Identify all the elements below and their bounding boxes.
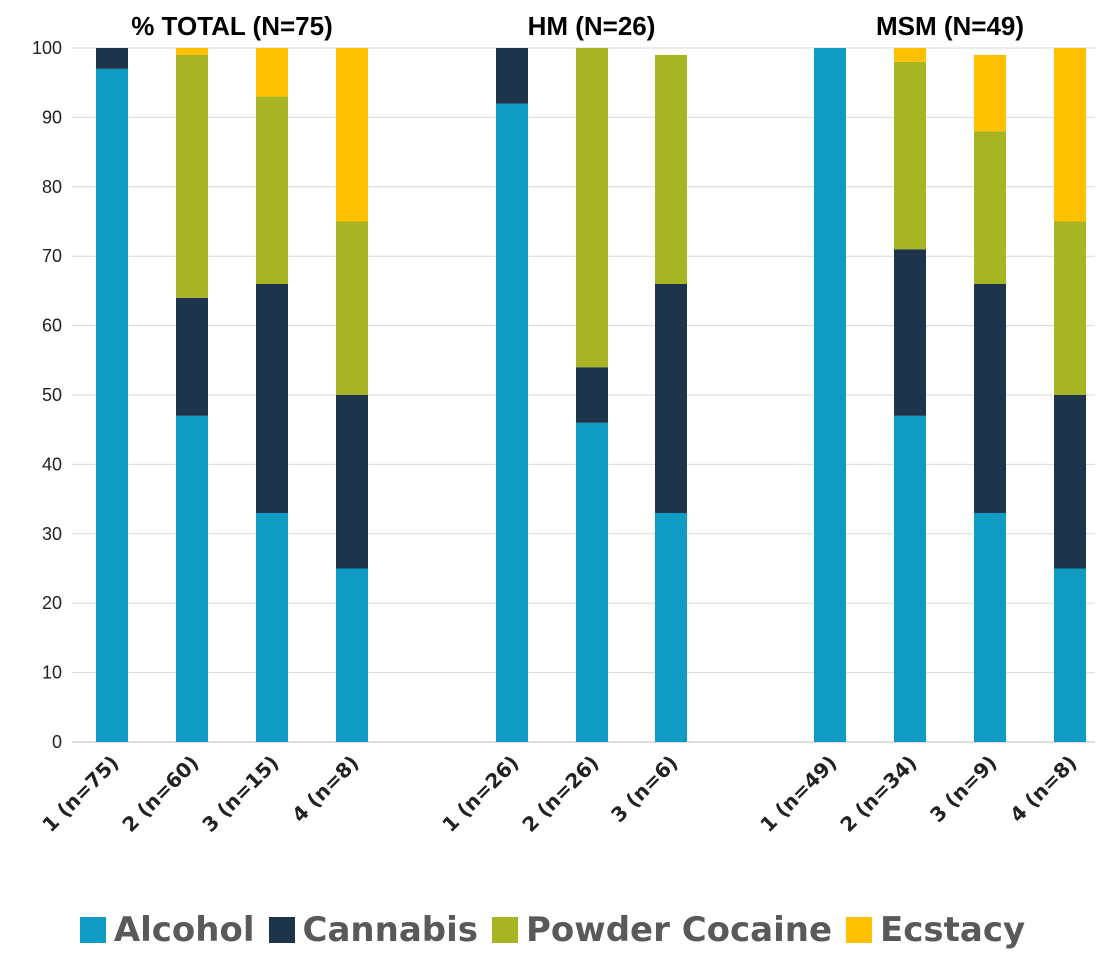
bar-segment-cannabis (496, 48, 528, 104)
bar-segment-powder-cocaine (576, 48, 608, 368)
bar-segment-ecstacy (1054, 48, 1086, 222)
y-axis-ticks: 0 10 20 30 40 50 60 70 80 90 100 (32, 38, 62, 752)
bar-segment-powder-cocaine (336, 221, 368, 395)
bar-segment-powder-cocaine (894, 61, 926, 250)
y-tick-label: 30 (42, 524, 62, 544)
bar-segment-cannabis (336, 395, 368, 569)
y-tick-label: 60 (42, 316, 62, 336)
bar-segment-cannabis (1054, 395, 1086, 569)
legend-label-alcohol: Alcohol (113, 910, 255, 950)
bar-segment-alcohol (96, 68, 128, 742)
x-tick-label: 1 (n=49) (755, 751, 841, 837)
bar-segment-powder-cocaine (256, 96, 288, 284)
legend-swatch-powder-cocaine (492, 917, 518, 943)
x-tick-label: 3 (n=6) (606, 751, 682, 827)
legend-swatch-ecstacy (846, 917, 873, 943)
x-tick-label: 1 (n=26) (437, 751, 523, 837)
bar-segment-ecstacy (974, 54, 1006, 132)
legend-swatch-alcohol (79, 917, 106, 943)
y-tick-label: 40 (42, 454, 62, 474)
legend-item-cannabis: Cannabis (268, 910, 478, 950)
bar-segment-alcohol (1054, 568, 1086, 742)
x-tick-label: 2 (n=26) (517, 751, 603, 837)
bar-segment-cannabis (894, 249, 926, 416)
y-tick-label: 20 (42, 593, 62, 613)
x-tick-label: 2 (n=34) (835, 751, 921, 837)
y-tick-label: 0 (52, 732, 62, 752)
y-tick-label: 80 (42, 177, 62, 197)
bar-segment-cannabis (974, 283, 1006, 513)
legend-item-ecstacy: Ecstacy (846, 910, 1025, 950)
x-tick-label: 4 (n=8) (287, 751, 363, 827)
y-tick-label: 10 (42, 663, 62, 683)
bar-segment-alcohol (576, 422, 608, 742)
bars (96, 48, 1086, 742)
bar-segment-ecstacy (176, 48, 208, 55)
bar-segment-powder-cocaine (1054, 221, 1086, 395)
legend-label-cannabis: Cannabis (302, 910, 478, 950)
legend: Alcohol Cannabis Powder Cocaine Ecstacy (0, 900, 1105, 960)
x-tick-label: 2 (n=60) (117, 751, 203, 837)
x-axis-ticks: 1 (n=75)2 (n=60)3 (n=15) 4 (n=8) 1 (n=26)2… (37, 751, 1081, 837)
bar-segment-cannabis (576, 367, 608, 423)
bar-segment-alcohol (496, 103, 528, 742)
bar-segment-powder-cocaine (176, 54, 208, 298)
bar-segment-cannabis (96, 48, 128, 69)
bar-segment-alcohol (655, 512, 687, 742)
bar-segment-powder-cocaine (655, 54, 687, 284)
bar-segment-cannabis (256, 283, 288, 513)
bar-segment-alcohol (974, 512, 1006, 742)
bar-segment-cannabis (176, 297, 208, 416)
bar-segment-alcohol (176, 415, 208, 742)
bar-segment-alcohol (814, 48, 846, 742)
bar-segment-alcohol (256, 512, 288, 742)
bar-segment-ecstacy (336, 48, 368, 222)
x-tick-label: 3 (n=9) (925, 751, 1001, 827)
legend-item-alcohol: Alcohol (79, 910, 255, 950)
group-title: % TOTAL (N=75) (131, 11, 333, 41)
x-tick-label: 1 (n=75) (37, 751, 123, 837)
x-tick-label: 3 (n=15) (197, 751, 283, 837)
y-tick-label: 100 (32, 38, 62, 58)
group-titles: % TOTAL (N=75) HM (N=26) MSM (N=49) (131, 11, 1024, 41)
group-title: MSM (N=49) (876, 11, 1024, 41)
bar-segment-alcohol (894, 415, 926, 742)
y-tick-label: 50 (42, 385, 62, 405)
bar-segment-ecstacy (256, 48, 288, 97)
legend-label-powder-cocaine: Powder Cocaine (526, 910, 833, 950)
y-tick-label: 90 (42, 107, 62, 127)
bar-segment-cannabis (655, 283, 687, 513)
bar-segment-alcohol (336, 568, 368, 742)
y-tick-label: 70 (42, 246, 62, 266)
x-tick-label: 4 (n=8) (1005, 751, 1081, 827)
group-title: HM (N=26) (528, 11, 656, 41)
bar-segment-powder-cocaine (974, 131, 1006, 284)
legend-item-powder-cocaine: Powder Cocaine (492, 910, 832, 950)
legend-label-ecstacy: Ecstacy (880, 910, 1026, 950)
legend-swatch-cannabis (268, 917, 295, 943)
bar-segment-ecstacy (894, 48, 926, 62)
